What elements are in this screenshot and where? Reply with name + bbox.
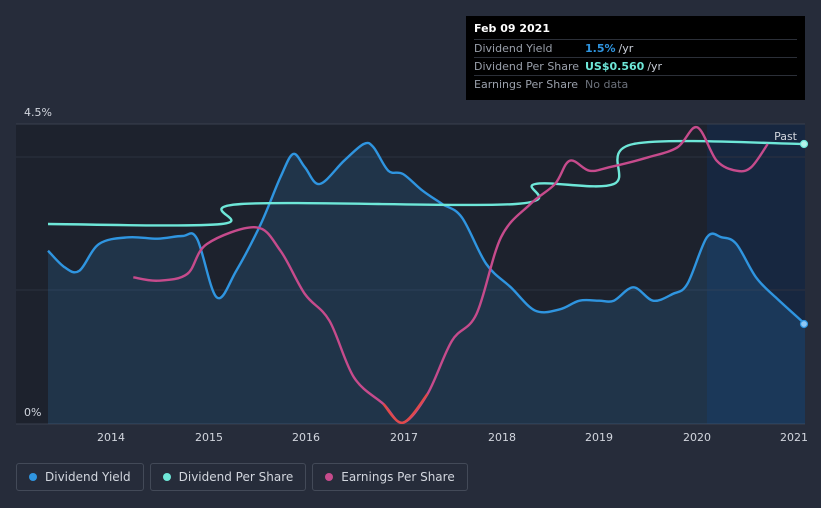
- dividend-yield-line: [47, 141, 806, 325]
- tooltip-unit: /yr: [647, 60, 663, 73]
- x-tick-label: 2017: [390, 431, 418, 444]
- earnings-negative-segment: [382, 393, 429, 424]
- tooltip-label: Earnings Per Share: [474, 78, 579, 91]
- tooltip-label: Dividend Yield: [474, 42, 553, 55]
- y-tick-label: 4.5%: [24, 106, 52, 119]
- tooltip-value: No data: [585, 78, 629, 91]
- chart-background: [16, 123, 805, 425]
- dividend-per-share-line: [47, 139, 806, 227]
- legend-dot-icon: [162, 473, 171, 481]
- past-region: [707, 124, 805, 424]
- data-tooltip: Feb 09 2021 Dividend Yield 1.5% /yr Divi…: [466, 16, 805, 100]
- dividend-yield-area: [48, 142, 805, 424]
- legend-label: Earnings Per Share: [341, 470, 455, 484]
- tooltip-row-dividend-per-share: Dividend Per Share US$0.560 /yr: [474, 57, 797, 75]
- series-layer: [47, 126, 809, 424]
- legend-dividend-yield[interactable]: Dividend Yield: [16, 463, 144, 491]
- plot-area: [16, 124, 805, 424]
- past-label: Past: [774, 130, 798, 143]
- legend-label: Dividend Yield: [45, 470, 131, 484]
- x-tick-label: 2019: [585, 431, 613, 444]
- legend-dividend-per-share[interactable]: Dividend Per Share: [149, 463, 307, 491]
- legend-dot-icon: [325, 473, 334, 481]
- legend-dot-icon: [29, 473, 37, 481]
- tooltip-label: Dividend Per Share: [474, 60, 580, 73]
- tooltip-value: US$0.560: [585, 60, 645, 73]
- legend-label: Dividend Per Share: [178, 470, 294, 484]
- y-tick-label: 0%: [24, 406, 41, 419]
- earnings-per-share-line: [133, 126, 769, 424]
- x-tick-label: 2018: [488, 431, 516, 444]
- x-tick-label: 2021: [780, 431, 808, 444]
- x-tick-label: 2014: [97, 431, 125, 444]
- dividend-per-share-marker: [799, 139, 809, 149]
- x-tick-label: 2016: [292, 431, 320, 444]
- legend-earnings-per-share[interactable]: Earnings Per Share: [312, 463, 468, 491]
- x-tick-label: 2015: [195, 431, 223, 444]
- tooltip-row-earnings-per-share: Earnings Per Share No data: [474, 75, 797, 93]
- x-tick-label: 2020: [683, 431, 711, 444]
- tooltip-date: Feb 09 2021: [474, 22, 550, 35]
- x-axis-ticks: 2014 2015 2016 2017 2018 2019 2020 2021: [97, 431, 808, 444]
- tooltip-unit: /yr: [618, 42, 634, 55]
- tooltip-value: 1.5%: [585, 42, 616, 55]
- chart-legend: Dividend Yield Dividend Per Share Earnin…: [16, 463, 468, 491]
- tooltip-row-dividend-yield: Dividend Yield 1.5% /yr: [474, 39, 797, 57]
- dividend-yield-marker: [799, 319, 809, 329]
